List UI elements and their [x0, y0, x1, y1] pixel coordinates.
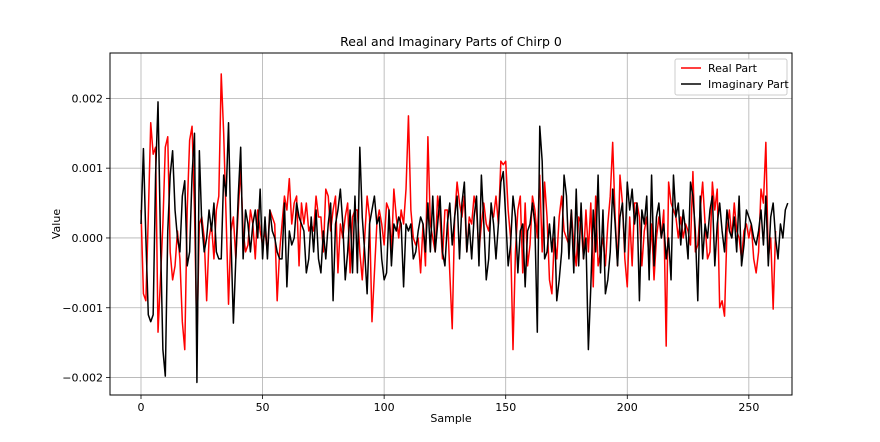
x-tick-label: 250 — [738, 401, 759, 414]
chart-title: Real and Imaginary Parts of Chirp 0 — [340, 34, 562, 49]
y-axis: −0.002 −0.001 0.000 0.001 0.002 — [62, 92, 110, 385]
x-tick-label: 50 — [256, 401, 270, 414]
series-layer — [140, 73, 789, 384]
legend-label-imag: Imaginary Part — [708, 78, 789, 91]
legend: Real Part Imaginary Part — [674, 58, 789, 96]
x-tick-label: 200 — [617, 401, 638, 414]
x-axis-label: Sample — [430, 412, 471, 425]
legend-box — [674, 58, 788, 96]
y-tick-label: 0.001 — [72, 162, 104, 175]
legend-label-real: Real Part — [708, 62, 758, 75]
y-axis-label: Value — [50, 209, 63, 239]
x-tick-label: 100 — [374, 401, 395, 414]
y-tick-label: −0.002 — [62, 372, 103, 385]
y-tick-label: 0.002 — [72, 92, 104, 105]
plot-frame — [109, 52, 793, 396]
series-line-imaginary — [140, 101, 789, 384]
series-line-real — [140, 73, 777, 351]
y-tick-label: −0.001 — [62, 302, 103, 315]
x-tick-label: 0 — [138, 401, 145, 414]
x-tick-label: 150 — [495, 401, 516, 414]
x-axis: 0 50 100 150 200 250 — [138, 395, 759, 414]
y-tick-label: 0.000 — [72, 232, 104, 245]
